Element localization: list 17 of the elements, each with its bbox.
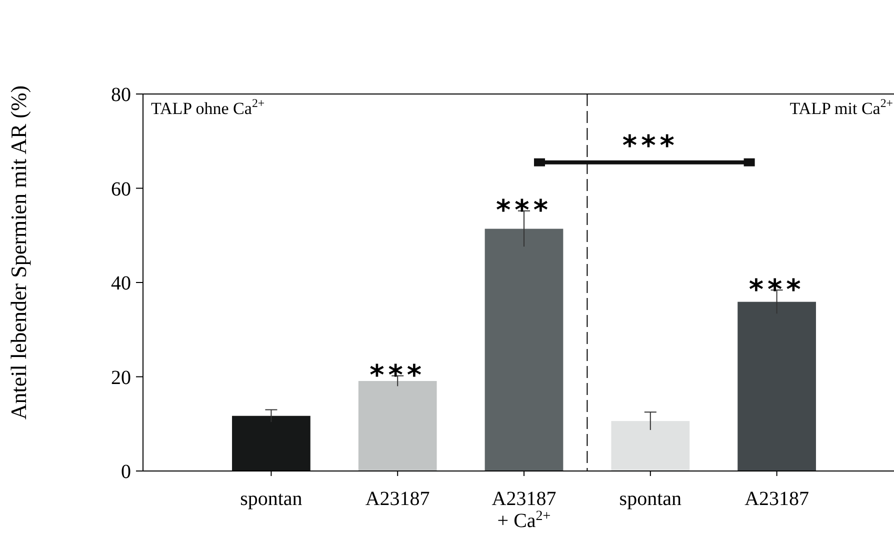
annotation: *** xyxy=(622,128,678,162)
annotation: *** xyxy=(496,194,552,227)
annotation: TALP mit Ca$^{2+}$ xyxy=(790,96,894,118)
x-tick-label: A23187 + Ca$^{2+}$ xyxy=(492,488,556,532)
x-tick-label: spontan xyxy=(240,488,302,510)
y-tick-label: 60 xyxy=(111,178,131,200)
y-tick-label: 0 xyxy=(121,461,131,483)
y-axis-title: Anteil lebender Spermien mit AR (%) xyxy=(6,85,31,420)
y-tick-label: 40 xyxy=(111,272,131,294)
x-tick-label: A23187 xyxy=(365,488,430,510)
annotation: *** xyxy=(370,358,426,392)
x-tick-label: A23187 xyxy=(744,488,810,510)
x-tick-label: spontan xyxy=(619,488,682,510)
y-tick-label: 20 xyxy=(111,366,131,389)
annotation: TALP ohne Ca$^{2+}$ xyxy=(151,96,265,118)
y-tick-label: 80 xyxy=(111,84,131,106)
annotation: *** xyxy=(748,272,805,306)
